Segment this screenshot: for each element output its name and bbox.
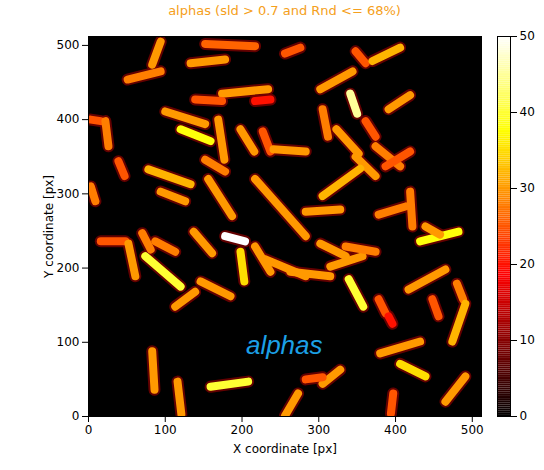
svg-text:500: 500	[57, 38, 80, 52]
svg-text:0: 0	[72, 409, 80, 423]
svg-text:300: 300	[307, 423, 330, 437]
svg-text:0: 0	[85, 423, 93, 437]
svg-text:400: 400	[384, 423, 407, 437]
svg-text:200: 200	[231, 423, 254, 437]
svg-text:X coordinate [px]: X coordinate [px]	[233, 442, 337, 456]
svg-text:alphas: alphas	[246, 330, 323, 360]
svg-text:200: 200	[57, 261, 80, 275]
svg-text:Y coordinate [px]: Y coordinate [px]	[42, 175, 56, 279]
html-text:alphas (sld > 0.7 and Rnd <= 6: alphas (sld > 0.7 and Rnd <= 68%)	[168, 3, 401, 18]
svg-text:100: 100	[154, 423, 177, 437]
svg-text:400: 400	[57, 112, 80, 126]
svg-text:10: 10	[520, 333, 535, 347]
svg-text:30: 30	[520, 181, 535, 195]
svg-text:300: 300	[57, 187, 80, 201]
svg-text:100: 100	[57, 335, 80, 349]
svg-text:50: 50	[520, 29, 535, 43]
svg-text:40: 40	[520, 105, 535, 119]
svg-text:500: 500	[461, 423, 484, 437]
svg-text:20: 20	[520, 257, 535, 271]
svg-text:0: 0	[520, 409, 528, 423]
